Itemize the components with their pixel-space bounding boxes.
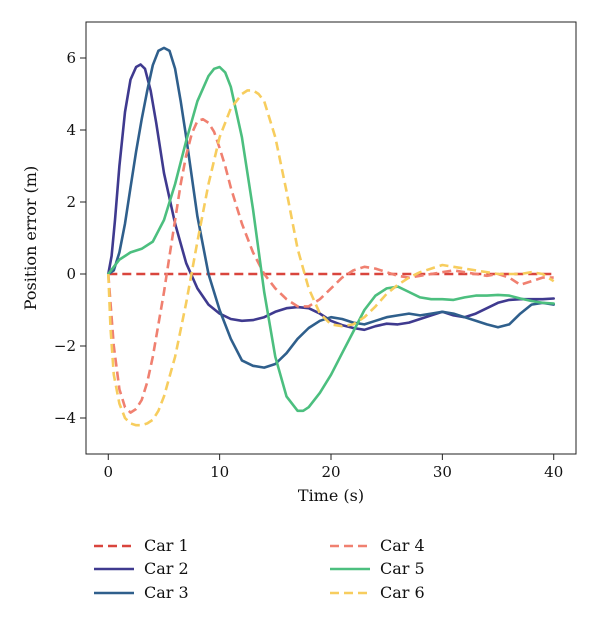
- legend-item: Car 5: [330, 559, 425, 578]
- legend: Car 1 Car 2 Car 3 Car 4 Car 5 Car 6: [94, 536, 425, 602]
- legend-item: Car 1: [94, 536, 189, 555]
- legend-item: Car 2: [94, 559, 189, 578]
- y-tick-label: −4: [54, 409, 76, 427]
- x-axis-label: Time (s): [298, 486, 364, 505]
- x-tick-label: 10: [210, 463, 229, 481]
- legend-label: Car 4: [380, 536, 425, 555]
- y-tick-label: 2: [66, 193, 76, 211]
- legend-label: Car 3: [144, 583, 189, 602]
- x-tick-label: 30: [433, 463, 452, 481]
- y-tick-label: 4: [66, 121, 76, 139]
- y-tick-label: 6: [66, 49, 76, 67]
- legend-label: Car 2: [144, 559, 189, 578]
- series-line-5: [107, 65, 555, 413]
- legend-label: Car 5: [380, 559, 425, 578]
- series-line-3: [107, 46, 555, 369]
- legend-item: Car 4: [330, 536, 425, 555]
- y-tick-label: −2: [54, 337, 76, 355]
- legend-item: Car 6: [330, 583, 425, 602]
- y-axis-label: Position error (m): [21, 166, 40, 310]
- legend-label: Car 1: [144, 536, 189, 555]
- x-tick-label: 40: [544, 463, 563, 481]
- series-line-6: [107, 89, 555, 427]
- plot-area: [85, 21, 577, 455]
- y-tick-label: 0: [66, 265, 76, 283]
- x-tick-label: 0: [103, 463, 113, 481]
- legend-item: Car 3: [94, 583, 189, 602]
- plot-frame: [85, 21, 577, 455]
- series-line-4: [107, 117, 554, 414]
- legend-label: Car 6: [380, 583, 425, 602]
- axis-ticks: 0 10 20 30 40 −4 −2 0 2 4 6: [54, 49, 563, 481]
- x-tick-label: 20: [321, 463, 340, 481]
